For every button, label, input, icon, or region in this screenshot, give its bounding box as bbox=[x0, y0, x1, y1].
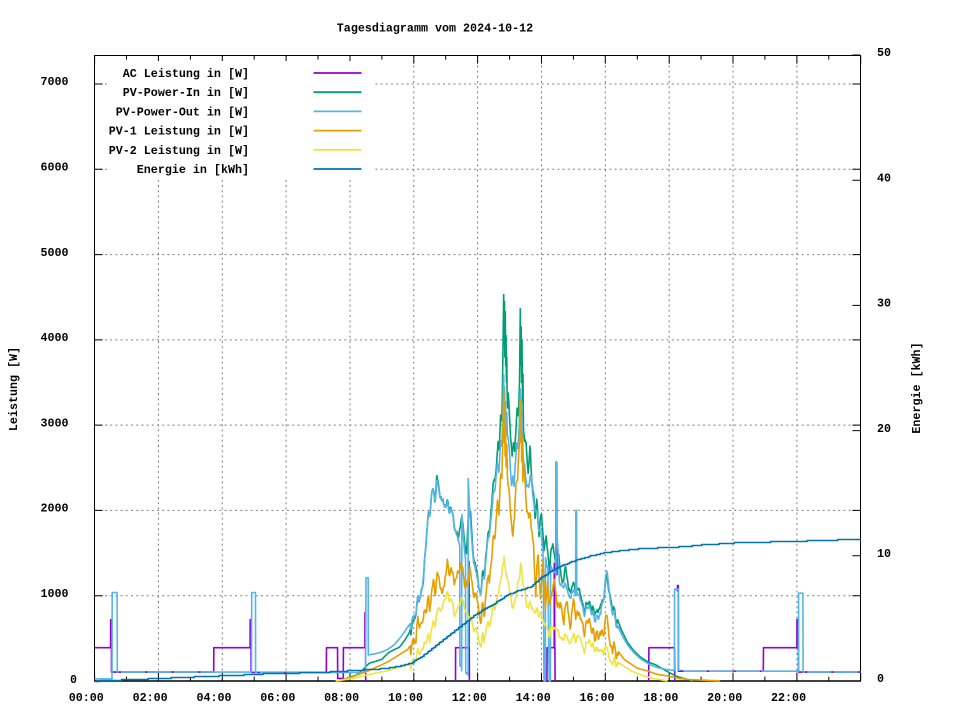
svg-text:2000: 2000 bbox=[40, 502, 68, 516]
svg-text:04:00: 04:00 bbox=[196, 691, 231, 705]
svg-text:50: 50 bbox=[877, 46, 891, 60]
svg-text:18:00: 18:00 bbox=[643, 691, 678, 705]
svg-text:Tagesdiagramm vom 2024-10-12: Tagesdiagramm vom 2024-10-12 bbox=[337, 22, 533, 36]
svg-text:12:00: 12:00 bbox=[452, 691, 487, 705]
svg-text:AC Leistung in [W]: AC Leistung in [W] bbox=[123, 67, 249, 81]
svg-text:3000: 3000 bbox=[40, 416, 68, 430]
svg-text:PV-Power-Out in [W]: PV-Power-Out in [W] bbox=[116, 105, 249, 119]
svg-text:10:00: 10:00 bbox=[388, 691, 423, 705]
svg-text:1000: 1000 bbox=[40, 587, 68, 601]
svg-text:16:00: 16:00 bbox=[579, 691, 614, 705]
svg-text:5000: 5000 bbox=[40, 246, 68, 260]
svg-text:PV-1 Leistung in [W]: PV-1 Leistung in [W] bbox=[109, 125, 249, 139]
svg-text:6000: 6000 bbox=[40, 160, 68, 174]
svg-text:Energie in [kWh]: Energie in [kWh] bbox=[137, 163, 249, 177]
svg-text:10: 10 bbox=[877, 547, 891, 561]
svg-text:40: 40 bbox=[877, 171, 891, 185]
svg-text:22:00: 22:00 bbox=[771, 691, 806, 705]
svg-text:20:00: 20:00 bbox=[707, 691, 742, 705]
svg-text:7000: 7000 bbox=[40, 75, 68, 89]
svg-text:00:00: 00:00 bbox=[69, 691, 104, 705]
svg-text:PV-2 Leistung in [W]: PV-2 Leistung in [W] bbox=[109, 144, 249, 158]
svg-text:Energie [kWh]: Energie [kWh] bbox=[910, 342, 924, 433]
svg-text:14:00: 14:00 bbox=[516, 691, 551, 705]
svg-text:4000: 4000 bbox=[40, 331, 68, 345]
svg-text:30: 30 bbox=[877, 297, 891, 311]
svg-text:0: 0 bbox=[877, 672, 884, 686]
svg-text:02:00: 02:00 bbox=[133, 691, 168, 705]
svg-text:Leistung [W]: Leistung [W] bbox=[7, 347, 21, 431]
svg-text:0: 0 bbox=[70, 673, 77, 687]
svg-text:08:00: 08:00 bbox=[324, 691, 359, 705]
svg-text:20: 20 bbox=[877, 422, 891, 436]
svg-text:PV-Power-In in [W]: PV-Power-In in [W] bbox=[123, 86, 249, 100]
svg-text:06:00: 06:00 bbox=[260, 691, 295, 705]
